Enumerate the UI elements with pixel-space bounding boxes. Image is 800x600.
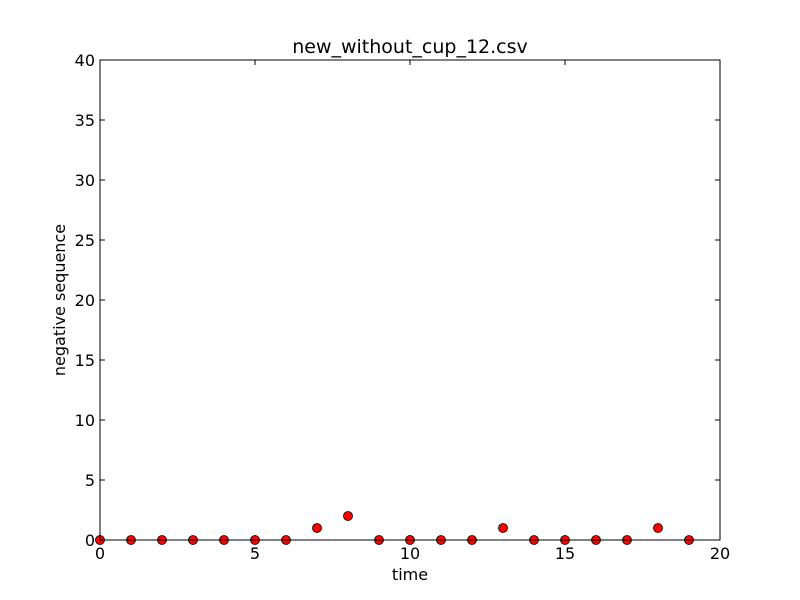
- x-tick-label: 20: [710, 544, 730, 563]
- data-point: [312, 523, 322, 533]
- data-point: [653, 523, 663, 533]
- data-point: [343, 511, 353, 521]
- x-tick-label: 5: [250, 544, 260, 563]
- y-tick-label: 5: [85, 471, 95, 490]
- y-tick-label: 15: [75, 351, 95, 370]
- y-tick-label: 0: [85, 531, 95, 550]
- ticks-layer: 0 5 10 15 20 0 5 10 15 20 25 30 35 40: [75, 51, 731, 563]
- plot-area-frame: [99, 59, 721, 541]
- y-tick-label: 20: [75, 291, 95, 310]
- chart-title: new_without_cup_12.csv: [292, 36, 528, 58]
- data-point: [498, 523, 508, 533]
- x-tick-label: 10: [400, 544, 420, 563]
- y-axis-label: negative sequence: [50, 224, 69, 376]
- x-tick-label: 0: [95, 544, 105, 563]
- x-axis-label: time: [392, 565, 428, 584]
- y-tick-label: 35: [75, 111, 95, 130]
- y-tick-label: 25: [75, 231, 95, 250]
- y-tick-label: 10: [75, 411, 95, 430]
- y-tick-label: 30: [75, 171, 95, 190]
- y-tick-label: 40: [75, 51, 95, 70]
- x-tick-label: 15: [555, 544, 575, 563]
